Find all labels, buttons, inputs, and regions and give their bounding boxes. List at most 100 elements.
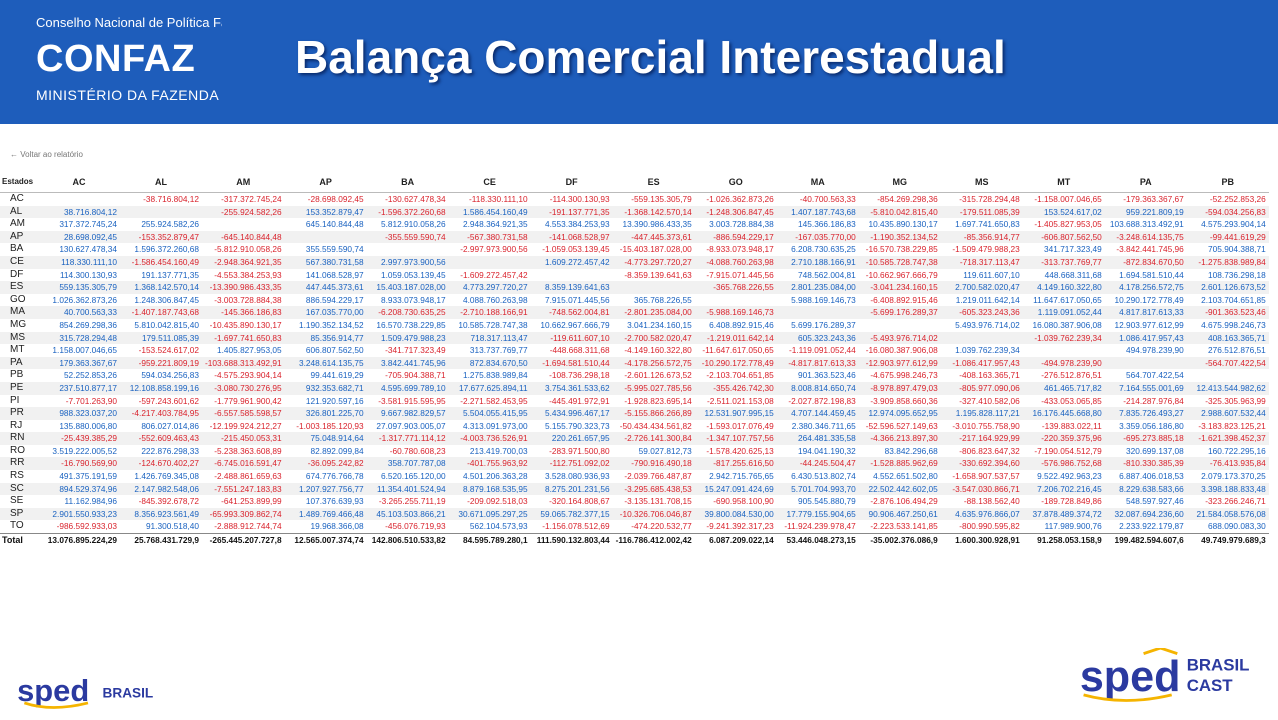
- column-header-ma[interactable]: MA: [776, 172, 859, 193]
- back-link[interactable]: ← Voltar ao relatório: [10, 150, 83, 159]
- table-cell: [284, 230, 367, 244]
- table-cell: 39.800.084.530,00: [694, 507, 777, 521]
- row-state-label: AP: [0, 230, 38, 244]
- column-header-es[interactable]: ES: [612, 172, 695, 193]
- table-row: MG 854.269.298,36 5.810.042.815,40 -10.435.…: [0, 319, 1269, 332]
- table-cell: 932.353.682,71: [284, 381, 367, 395]
- table-cell: -1.248.306.847,45: [694, 205, 777, 219]
- table-cell: -112.751.092,02: [530, 457, 613, 471]
- table-cell: -1.779.961.900,42: [214, 395, 282, 406]
- table-cell: 2.147.982.548,06: [120, 482, 202, 496]
- column-header-go[interactable]: GO: [694, 172, 777, 193]
- table-cell: [1187, 369, 1269, 382]
- column-header-states[interactable]: Estados: [0, 172, 38, 193]
- table-cell: -191.137.771,35: [530, 205, 613, 219]
- table-cell: -959.221.809,19: [120, 356, 202, 370]
- column-header-mg[interactable]: MG: [858, 172, 941, 193]
- table-cell: [202, 218, 285, 231]
- table-cell: -2.710.188.166,91: [448, 306, 531, 319]
- table-cell: 1.509.479.988,23: [366, 331, 449, 345]
- table-cell: 30.671.095.297,25: [448, 507, 531, 521]
- table-cell: 82.892.099,84: [310, 445, 364, 456]
- row-state-label: MT: [10, 344, 25, 356]
- column-header-mt[interactable]: MT: [1022, 172, 1105, 193]
- table-cell: 886.594.229,17: [305, 294, 364, 305]
- table-cell: 2.079.173.370,25: [1201, 471, 1266, 482]
- table-cell: 15.247.091.424,69: [694, 482, 777, 496]
- table-row: DF 114.300.130,93 191.137.771,35 -4.553.384…: [0, 269, 1269, 282]
- column-header-pa[interactable]: PA: [1104, 172, 1187, 193]
- column-header-am[interactable]: AM: [202, 172, 285, 193]
- table-cell: 905.545.880,79: [798, 496, 856, 507]
- table-cell: 4.575.293.904,14: [1201, 219, 1266, 230]
- table-cell: 27.097.903.005,07: [376, 420, 446, 431]
- column-header-ap[interactable]: AP: [284, 172, 367, 193]
- table-cell: 59.027.812,73: [638, 445, 692, 456]
- table-cell: -6.745.016.591,47: [202, 457, 285, 471]
- table-cell: -790.916.490,18: [612, 457, 695, 471]
- table-cell: 9.522.492.963,23: [1037, 471, 1102, 482]
- table-cell: -1.368.142.570,14: [612, 205, 695, 219]
- back-link-label: Voltar ao relatório: [20, 150, 83, 159]
- column-header-ba[interactable]: BA: [366, 172, 449, 193]
- table-cell: -854.269.298,36: [877, 194, 938, 204]
- table-cell: -1.190.352.134,52: [858, 230, 941, 244]
- table-cell: -25.439.385,29: [38, 432, 120, 445]
- table-cell: 3.248.614.135,75: [284, 356, 367, 370]
- table-cell: -52.252.853,26: [1209, 194, 1266, 204]
- table-cell: -5.810.042.815,40: [858, 205, 941, 219]
- column-header-pb[interactable]: PB: [1186, 172, 1269, 193]
- table-cell: -16.080.387.906,08: [865, 345, 938, 356]
- column-header-df[interactable]: DF: [530, 172, 613, 193]
- total-label: Total: [0, 533, 38, 547]
- table-cell: [531, 269, 613, 282]
- table-cell: 1.596.372.260,68: [134, 244, 199, 255]
- table-cell: -705.904.388,71: [385, 370, 446, 381]
- row-state-label: PA: [0, 356, 38, 370]
- table-cell: -872.834.670,50: [1104, 255, 1187, 269]
- sped-right-cast: CAST: [1187, 676, 1234, 695]
- table-cell: 365.768.226,55: [634, 294, 692, 305]
- table-cell: -341.717.323,49: [385, 345, 446, 356]
- sped-left-wordmark: sped: [17, 673, 89, 708]
- table-cell: 52.252.853,26: [63, 370, 117, 381]
- table-cell: 564.707.422,54: [1126, 370, 1184, 381]
- column-header-ce[interactable]: CE: [448, 172, 531, 193]
- table-cell: 10.585.728.747,38: [458, 319, 528, 330]
- table-cell: 5.988.169.146,73: [791, 294, 856, 305]
- column-header-al[interactable]: AL: [120, 172, 202, 193]
- table-cell: 3.519.222.005,52: [52, 445, 117, 456]
- row-state-label: PE: [0, 381, 38, 395]
- table-cell: 1.426.769.345,08: [134, 471, 199, 482]
- table-cell: 1.207.927.756,77: [284, 482, 367, 496]
- table-cell: 37.878.489.374,72: [1022, 507, 1105, 521]
- table-cell: -1.039.762.239,34: [1022, 331, 1105, 345]
- table-cell: -494.978.239,90: [1022, 356, 1105, 370]
- table-cell: 1.586.454.160,49: [448, 205, 531, 219]
- table-cell: 326.801.225,70: [284, 407, 367, 420]
- table-cell: -11.647.617.050,65: [702, 345, 774, 356]
- table-cell: -6.208.730.635,25: [366, 306, 449, 319]
- table-cell: 854.269.298,36: [59, 319, 117, 330]
- table-row: PI -7.701.263,90 -597.243.601,62 -1.779.961…: [0, 395, 1269, 408]
- table-cell: -3.041.234.160,15: [858, 281, 941, 294]
- sped-right-wordmark: sped: [1080, 653, 1181, 701]
- table-cell: -5.238.363.608,89: [214, 445, 282, 456]
- table-cell: 222.876.298,33: [141, 445, 199, 456]
- column-header-ac[interactable]: AC: [38, 172, 120, 193]
- table-cell: 3.528.080.936,93: [545, 471, 610, 482]
- table-cell: 160.722.295,16: [1208, 445, 1266, 456]
- table-cell: 10.290.172.778,49: [1114, 294, 1184, 305]
- column-header-ms[interactable]: MS: [940, 172, 1023, 193]
- table-cell: 117.989.900,76: [1044, 521, 1102, 532]
- table-cell: 153.352.879,47: [284, 205, 367, 219]
- table-row: SE 11.162.984,96 -845.392.678,72 -641.253.8…: [0, 495, 1269, 508]
- table-cell: -283.971.500,80: [549, 445, 610, 456]
- table-cell: 2.988.607.532,44: [1186, 407, 1269, 420]
- table-cell: 408.163.365,71: [1186, 331, 1269, 345]
- table-cell: 1.195.828.117,21: [940, 407, 1023, 420]
- row-state-label: RS: [10, 470, 24, 482]
- table-cell: -1.694.581.510,44: [530, 356, 613, 370]
- table-cell: [1104, 356, 1187, 370]
- table-cell: 5.155.790.323,73: [545, 420, 610, 431]
